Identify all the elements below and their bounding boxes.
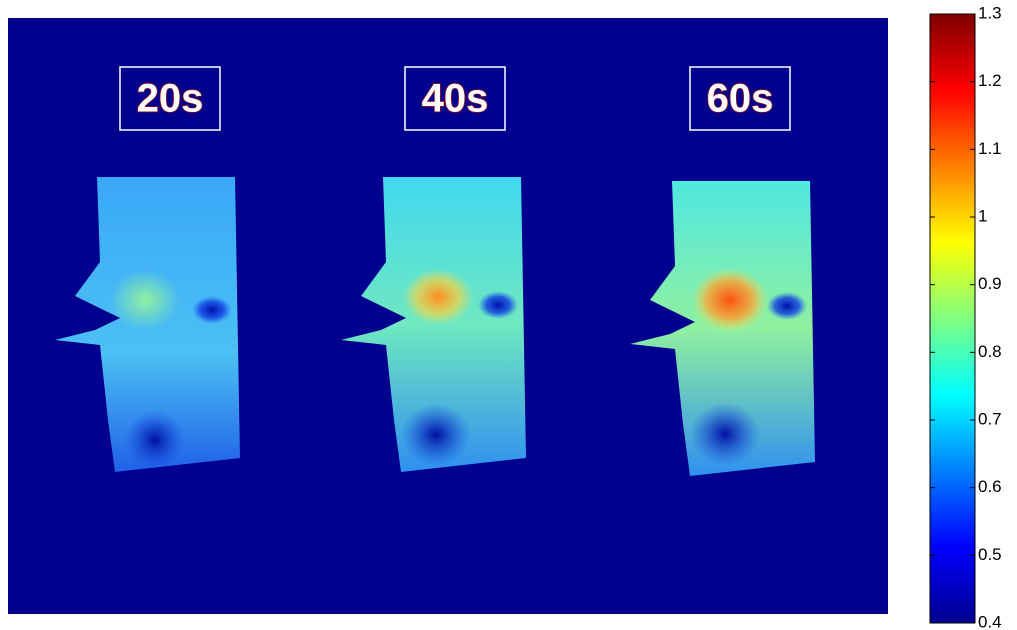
- colorbar: [930, 14, 975, 623]
- colorbar-tick-label: 1.3: [978, 3, 1002, 22]
- panel-label: 20s: [137, 77, 204, 121]
- colorbar-tick-label: 1.1: [978, 139, 1002, 158]
- panel-label: 60s: [707, 77, 774, 121]
- colorbar-tick-label: 0.9: [978, 274, 1002, 293]
- colorbar-tick-label: 0.5: [978, 545, 1002, 564]
- colorbar-tick-label: 1: [978, 206, 987, 225]
- figure: 20s 40s 60s 0.4 0.5 0.6 0.7 0.8 0.9 1 1.1 1.2 1.3: [0, 0, 1017, 630]
- colorbar-tick-label: 0.6: [978, 477, 1002, 496]
- colorbar-tick-label: 0.8: [978, 342, 1002, 361]
- colorbar-tick-label: 1.2: [978, 71, 1002, 90]
- colorbar-tick-label: 0.4: [978, 612, 1002, 630]
- colorbar-tick-label: 0.7: [978, 409, 1002, 428]
- panel-label: 40s: [422, 77, 489, 121]
